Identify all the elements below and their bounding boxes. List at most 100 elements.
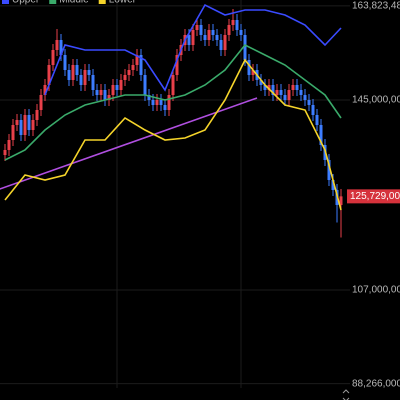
candle-body: [155, 100, 159, 105]
axis: 163,823,489 145,000,000 107,000,000 88,266,…: [347, 1, 400, 389]
price-tag: [347, 189, 400, 204]
candle-body: [27, 115, 31, 130]
candle-body: [59, 40, 63, 55]
grid: [0, 0, 350, 388]
candle-body: [79, 75, 83, 85]
candle-body: [239, 30, 243, 35]
candle-body: [159, 100, 163, 105]
legend-label: Lower: [109, 0, 137, 6]
candle-body: [47, 65, 51, 85]
candle-body: [327, 160, 331, 180]
candle-body: [135, 55, 139, 65]
candle-body: [43, 85, 47, 95]
candle-body: [315, 115, 319, 125]
candle-body: [331, 180, 335, 190]
candle-body: [235, 20, 239, 30]
candle-body: [319, 125, 323, 145]
candle-body: [139, 55, 143, 75]
trend-line: [0, 97, 258, 190]
legend-swatch: [49, 0, 57, 4]
candle-body: [215, 35, 219, 40]
candle-body: [103, 90, 107, 100]
candle-body: [167, 95, 171, 110]
candle-body: [131, 65, 135, 70]
candle-body: [171, 75, 175, 95]
legend-label: Middle: [59, 0, 89, 6]
candle-body: [219, 40, 223, 50]
plot-area: 2024-12-012025-01-012025-02-012025-03-01: [0, 3, 343, 238]
candle-body: [259, 80, 263, 85]
band-line: [4, 58, 342, 211]
candle-body: [303, 95, 307, 100]
candle-body: [163, 105, 167, 110]
candle-body: [339, 196, 343, 205]
candle-body: [151, 100, 155, 105]
legend-label: Upper: [12, 0, 40, 6]
candle-body: [271, 85, 275, 95]
candle-body: [107, 95, 111, 100]
candle-body: [247, 60, 251, 75]
candle-body: [23, 115, 27, 135]
candle-body: [127, 70, 131, 75]
candle-body: [83, 70, 87, 85]
candle-body: [7, 140, 11, 150]
candle-body: [299, 90, 303, 95]
candle-body: [15, 120, 19, 125]
candle-body: [207, 30, 211, 40]
candle-body: [227, 25, 231, 35]
candle-body: [115, 85, 119, 90]
candle-body: [111, 85, 115, 95]
band-line: [4, 43, 342, 161]
candle-body: [279, 90, 283, 95]
candle-body: [175, 55, 179, 75]
scroll-icon[interactable]: [342, 389, 350, 400]
candle-body: [39, 95, 43, 110]
candle-body: [307, 100, 311, 105]
candle-body: [119, 80, 123, 90]
candle-body: [63, 55, 67, 70]
candle-body: [191, 30, 195, 45]
candle-body: [3, 150, 7, 155]
candle-body: [195, 25, 199, 30]
candle-body: [143, 75, 147, 95]
candle-body: [99, 90, 103, 95]
candle-body: [295, 85, 299, 90]
candle-body: [211, 30, 215, 35]
candle-body: [51, 50, 55, 65]
candle-body: [11, 125, 15, 140]
legend-swatch: [2, 0, 9, 4]
y-tick-label: 107,000,000: [352, 285, 400, 296]
candle-body: [55, 40, 59, 50]
candle-body: [275, 90, 279, 95]
candle-body: [267, 85, 271, 90]
candle-body: [199, 25, 203, 35]
candle-body: [283, 95, 287, 100]
candle-body: [243, 35, 247, 60]
band-line: [44, 3, 342, 96]
y-tick-label: 88,266,000: [352, 378, 400, 389]
price-tag-label: 125,729,000: [350, 191, 400, 202]
candle-body: [263, 85, 267, 90]
candle-body: [123, 75, 127, 80]
candle-body: [31, 120, 35, 130]
candle-body: [311, 105, 315, 115]
candle-body: [87, 70, 91, 75]
candle-body: [291, 85, 295, 90]
candle-body: [203, 35, 207, 40]
legend-swatch: [98, 0, 106, 4]
candle-body: [223, 35, 227, 50]
y-tick-label: 163,823,489: [352, 1, 400, 12]
candle-body: [187, 35, 191, 45]
candle-body: [251, 70, 255, 75]
candle-body: [95, 90, 99, 95]
candle-body: [287, 90, 291, 100]
candle-body: [91, 75, 95, 90]
candle-body: [35, 110, 39, 120]
candle-body: [75, 65, 79, 75]
candle-body: [19, 120, 23, 135]
candle-body: [231, 20, 235, 25]
y-tick-label: 145,000,000: [352, 95, 400, 106]
candle-body: [71, 65, 75, 80]
